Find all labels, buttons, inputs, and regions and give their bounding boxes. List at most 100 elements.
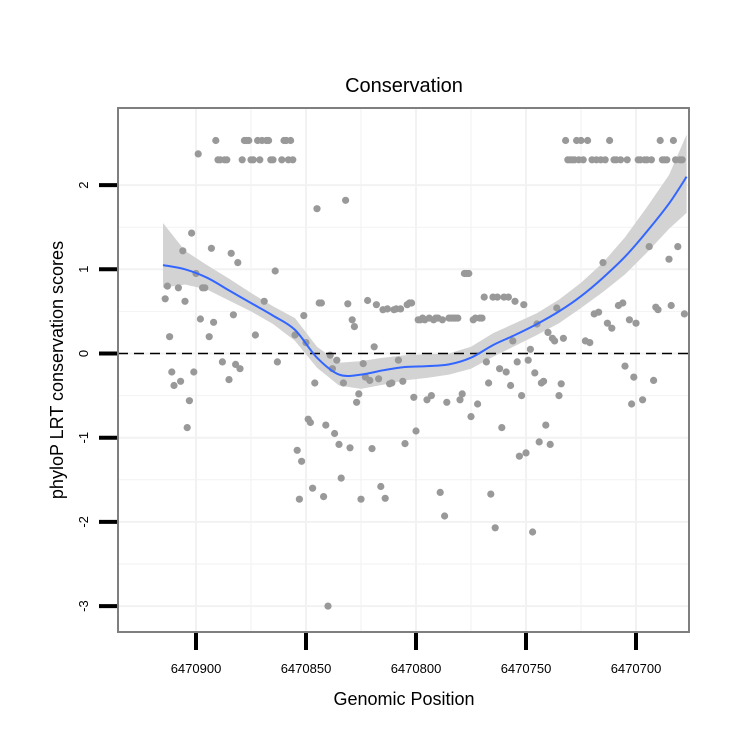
- data-point: [632, 319, 640, 327]
- data-point: [513, 358, 521, 366]
- data-point: [438, 316, 446, 324]
- data-point: [608, 324, 616, 332]
- data-point: [656, 136, 664, 145]
- data-point: [359, 360, 367, 368]
- data-point: [306, 418, 314, 427]
- data-point: [161, 295, 169, 303]
- data-point: [381, 494, 389, 502]
- data-point: [293, 446, 301, 454]
- data-point: [443, 398, 451, 406]
- data-point: [218, 358, 226, 366]
- data-point: [603, 319, 612, 327]
- data-point: [531, 369, 539, 377]
- data-point: [372, 301, 380, 309]
- data-point: [205, 333, 213, 341]
- data-point: [223, 156, 231, 164]
- data-point: [210, 318, 218, 326]
- data-point: [482, 358, 490, 366]
- data-point: [256, 156, 264, 164]
- data-point: [163, 282, 171, 290]
- data-point: [557, 380, 565, 388]
- x-axis-label: Genomic Position: [333, 689, 474, 709]
- data-point: [170, 381, 178, 390]
- data-point: [377, 482, 385, 491]
- data-point: [619, 299, 627, 307]
- smooth-fit-line: [162, 176, 688, 378]
- data-point: [370, 343, 378, 351]
- data-point: [232, 360, 240, 368]
- data-point: [410, 393, 418, 401]
- y-axis-label: phyloP LRT conservation scores: [47, 241, 67, 499]
- data-point: [313, 205, 321, 213]
- data-point: [480, 293, 488, 301]
- data-point: [397, 305, 405, 313]
- data-point: [579, 156, 587, 164]
- data-point: [522, 449, 530, 457]
- data-point: [623, 156, 631, 164]
- data-point: [364, 296, 372, 305]
- smooth-confidence-band: [163, 134, 687, 389]
- data-point: [504, 293, 512, 301]
- y-tick-label: -1: [76, 432, 91, 444]
- data-point: [273, 358, 281, 366]
- data-point: [674, 243, 682, 251]
- y-tick-label: 1: [76, 266, 91, 273]
- data-point: [586, 339, 594, 347]
- y-tick-label: -3: [76, 600, 91, 612]
- data-point: [251, 331, 259, 339]
- x-tick-label: 6470900: [171, 661, 222, 676]
- chart-title: Conservation: [345, 75, 463, 97]
- data-point: [331, 429, 339, 438]
- data-point: [183, 424, 191, 432]
- data-point: [663, 156, 671, 164]
- data-point: [553, 304, 561, 312]
- data-point: [535, 438, 543, 446]
- data-point: [601, 156, 609, 164]
- data-point: [271, 267, 279, 275]
- data-point: [544, 328, 552, 336]
- data-point: [260, 297, 268, 305]
- data-point: [401, 440, 409, 448]
- y-axis: -3 -2 -1 0 1 2: [76, 181, 117, 612]
- data-point: [524, 356, 532, 364]
- data-point: [348, 316, 356, 324]
- data-point: [645, 243, 653, 251]
- data-point: [509, 337, 517, 345]
- data-point: [225, 376, 233, 384]
- data-point: [427, 392, 435, 400]
- data-point: [388, 379, 396, 387]
- data-point: [249, 156, 257, 164]
- data-point: [606, 136, 614, 145]
- data-point: [487, 490, 495, 498]
- data-point: [166, 333, 174, 341]
- data-point: [383, 305, 391, 313]
- data-point: [474, 400, 482, 408]
- data-point: [507, 381, 515, 390]
- data-point: [298, 457, 306, 465]
- data-point: [265, 136, 273, 145]
- y-tick-label: 2: [76, 181, 91, 188]
- x-tick-label: 6470750: [501, 661, 552, 676]
- data-point: [322, 421, 330, 429]
- data-point: [408, 299, 416, 307]
- data-point: [287, 136, 295, 145]
- data-point: [458, 390, 466, 398]
- data-point: [647, 156, 656, 164]
- data-point: [357, 495, 365, 503]
- data-point: [465, 269, 473, 278]
- data-point: [353, 398, 361, 406]
- data-point: [441, 512, 449, 520]
- x-tick-label: 6470800: [391, 661, 442, 676]
- data-point: [168, 368, 176, 376]
- data-point: [335, 440, 343, 448]
- data-point: [326, 351, 334, 359]
- data-point: [546, 440, 554, 448]
- data-point: [394, 356, 402, 364]
- data-point: [542, 421, 550, 429]
- data-point: [551, 337, 559, 345]
- data-point: [496, 365, 504, 373]
- data-point: [599, 259, 607, 267]
- data-point: [342, 196, 350, 204]
- data-point: [577, 136, 585, 145]
